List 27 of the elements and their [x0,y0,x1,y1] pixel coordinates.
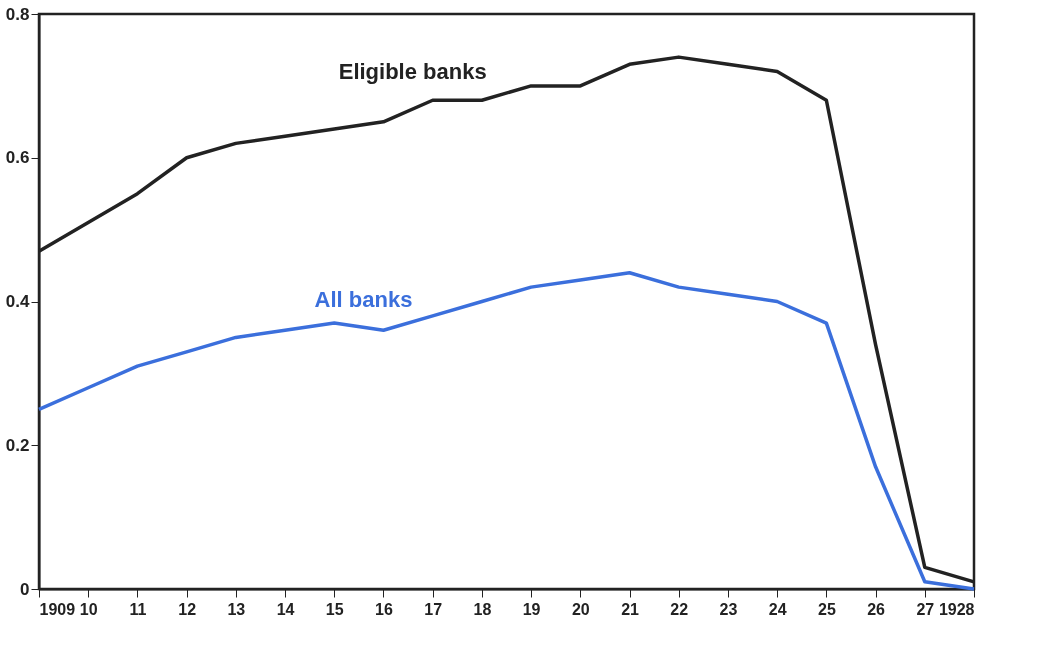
x-tick-label: 13 [227,600,246,618]
x-tick-label: 10 [79,600,98,618]
x-tick-label: 1909 [39,600,76,618]
y-tick-label: 0 [20,579,30,599]
x-tick-label: 18 [473,600,492,618]
x-tick-label: 25 [817,600,836,618]
x-tick-label: 21 [621,600,640,618]
x-tick-label: 22 [670,600,689,618]
x-tick-label: 11 [129,600,147,618]
x-tick-label: 12 [178,600,197,618]
x-tick-label: 27 [916,600,935,618]
x-tick-label: 16 [375,600,393,618]
x-tick-label: 1928 [938,600,975,618]
y-tick-label: 0.8 [5,4,30,24]
series-label: Eligible banks [338,59,487,85]
x-tick-label: 19 [522,600,541,618]
x-tick-label: 23 [719,600,738,618]
y-tick-label: 0.4 [5,292,31,311]
x-tick-label: 17 [424,600,443,618]
x-tick-label: 20 [571,600,590,618]
x-tick-label: 26 [867,600,886,618]
x-tick-label: 15 [325,600,344,618]
x-tick-label: 24 [768,600,787,618]
y-tick-label: 0.2 [5,435,30,455]
y-tick-label: 0.6 [5,148,30,168]
series-label: All banks [314,287,413,313]
x-tick-label: 14 [276,600,295,618]
